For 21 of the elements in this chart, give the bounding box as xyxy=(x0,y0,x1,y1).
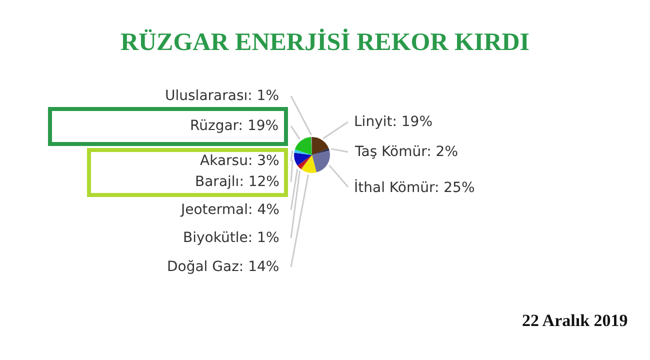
slice-label: Biyokütle: 1% xyxy=(183,230,280,246)
pie-slice xyxy=(300,155,312,170)
slice-label: Doğal Gaz: 14% xyxy=(167,259,280,275)
pie-slice xyxy=(312,150,330,172)
slice-label: Taş Kömür: 2% xyxy=(354,144,458,160)
pie-slice xyxy=(294,149,312,155)
slice-label: İthal Kömür: 25% xyxy=(354,179,475,196)
chart-title: RÜZGAR ENERJİSİ REKOR KIRDI xyxy=(120,28,530,56)
slice-label: Uluslararası: 1% xyxy=(165,88,280,104)
pie-slice xyxy=(297,155,312,169)
slice-label: Linyit: 19% xyxy=(354,114,433,130)
slice-label: Jeotermal: 4% xyxy=(180,202,280,218)
pie-slice xyxy=(312,137,329,155)
pie-slice xyxy=(301,155,316,173)
slice-label: Rüzgar: 19% xyxy=(190,118,279,134)
slice-label: Barajlı: 12% xyxy=(195,174,280,190)
slice-label: Akarsu: 3% xyxy=(200,153,280,169)
text: 22 Aralık 2019 xyxy=(522,311,628,330)
pie-slice xyxy=(294,137,312,155)
pie-slice xyxy=(312,148,330,155)
pie-slice xyxy=(294,152,312,166)
